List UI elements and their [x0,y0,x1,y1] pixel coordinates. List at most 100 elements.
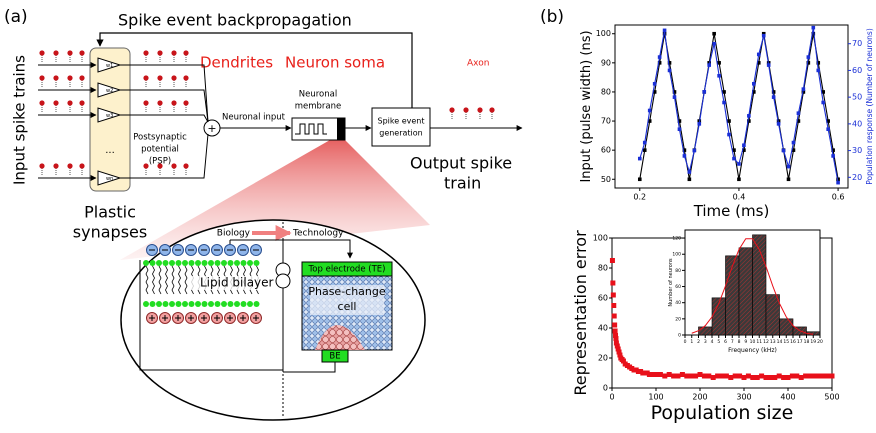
spike [143,100,149,106]
spike-gen-label: Spike event [378,117,425,126]
x-tick-label: 2 [697,339,700,345]
point [806,55,811,59]
y-tick-label: 40 [598,324,608,333]
point [807,373,813,379]
lipid-tail [184,265,188,295]
lipid-head [247,301,253,307]
point [715,373,721,379]
point [756,61,761,65]
point [662,28,667,33]
point [803,373,809,379]
pcm-label: cell [338,300,357,313]
point [662,373,668,379]
point [785,375,791,380]
spike [477,107,483,113]
x-tick-label: 0.2 [633,192,646,201]
x-tick-label: 300 [736,392,751,401]
y-axis-label: Input (pulse width) (ns) [579,30,594,182]
point [756,52,761,57]
point [776,122,781,126]
spike [67,100,73,106]
point [722,90,726,94]
lipid-head [143,260,149,266]
te-label: Top electrode (TE) [308,265,386,275]
point [761,31,766,36]
y-tick-label: 80 [601,87,611,96]
lipid-head [221,260,227,266]
point [679,372,685,377]
ellipsis: ... [105,145,115,156]
point [836,180,840,185]
point [652,90,657,94]
spike [53,100,59,106]
synapses-label: synapses [73,223,147,242]
y2-tick-label: 70 [852,39,862,48]
point [719,373,725,379]
panel-label: (b) [540,7,564,27]
spike [157,75,163,81]
lipid-head [156,260,162,266]
membrane-wave [295,123,327,135]
point [745,373,751,379]
spike [39,75,45,81]
lipid-head [175,301,182,307]
point [684,373,690,379]
output-label: Output spike [410,154,512,173]
lipid-head [240,260,247,266]
spike [489,107,495,113]
point [761,33,766,38]
point [667,61,672,65]
spike [39,100,45,106]
point [712,31,716,36]
spike [449,107,455,113]
point [706,373,712,379]
lipid-head [221,301,227,307]
y-tick-label: 40 [675,300,681,306]
weight-label: w3 [106,113,113,119]
psp-label: potential [141,145,179,155]
dendrite-line [120,114,209,123]
point [742,148,746,152]
point [687,177,692,182]
x-tick-label: 12 [763,339,769,345]
y2-tick-label: 60 [852,66,862,75]
point [750,375,756,380]
point [666,372,672,377]
point [717,73,721,78]
y-tick-label: 100 [596,29,611,38]
spike [39,50,45,56]
point [763,375,769,380]
label-bg [190,276,265,290]
x-axis-label: Population size [651,402,794,424]
y-tick-label: 0 [678,333,681,339]
point [637,156,642,161]
point [747,119,751,123]
point [610,280,616,286]
pcm-label: Phase-change [308,285,386,298]
point [723,373,729,379]
x-tick-label: 18 [804,339,810,345]
lipid-head [247,260,253,266]
lipid-head [195,301,201,307]
point [796,111,801,115]
point [657,55,662,59]
point [759,373,765,379]
neuronal-input-label: Neuronal input [222,113,286,123]
point [693,373,699,379]
point [791,148,796,152]
x-tick-label: 5 [717,339,720,345]
synapse-amp [97,82,122,98]
source-symbol [275,273,291,289]
dendrite-line [120,89,209,123]
point [791,140,796,145]
point [781,148,786,153]
x-tick-label: 0 [609,392,614,401]
lipid-tail [171,265,175,295]
lipid-head [188,301,195,307]
y2-tick-label: 40 [852,119,862,128]
backprop-arrow [96,32,413,108]
x-tick-label: 3 [704,339,707,345]
y2-tick-label: 50 [852,93,862,102]
x-tick-label: 11 [756,339,762,345]
